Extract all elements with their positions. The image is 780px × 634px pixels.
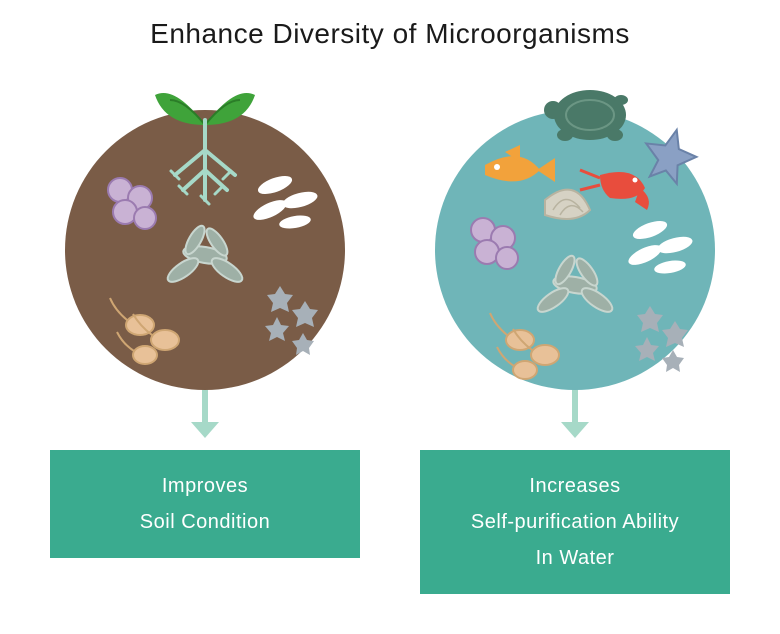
soil-panel: Improves Soil Condition <box>45 70 365 558</box>
water-label-line3: In Water <box>430 540 720 576</box>
soil-label-box: Improves Soil Condition <box>50 450 360 558</box>
soil-illustration <box>55 70 355 390</box>
soil-label-line2: Soil Condition <box>60 504 350 540</box>
water-circle <box>425 70 725 390</box>
arrow-down-icon <box>185 382 225 442</box>
water-label-line2: Self-purification Ability <box>430 504 720 540</box>
water-panel: Increases Self-purification Ability In W… <box>415 70 735 594</box>
water-label-box: Increases Self-purification Ability In W… <box>420 450 730 594</box>
soil-label-line1: Improves <box>60 468 350 504</box>
panels-row: Improves Soil Condition <box>0 50 780 594</box>
arrow-down-icon <box>555 382 595 442</box>
page-title: Enhance Diversity of Microorganisms <box>0 0 780 50</box>
soil-circle <box>55 70 355 390</box>
water-illustration <box>425 70 725 390</box>
water-label-line1: Increases <box>430 468 720 504</box>
